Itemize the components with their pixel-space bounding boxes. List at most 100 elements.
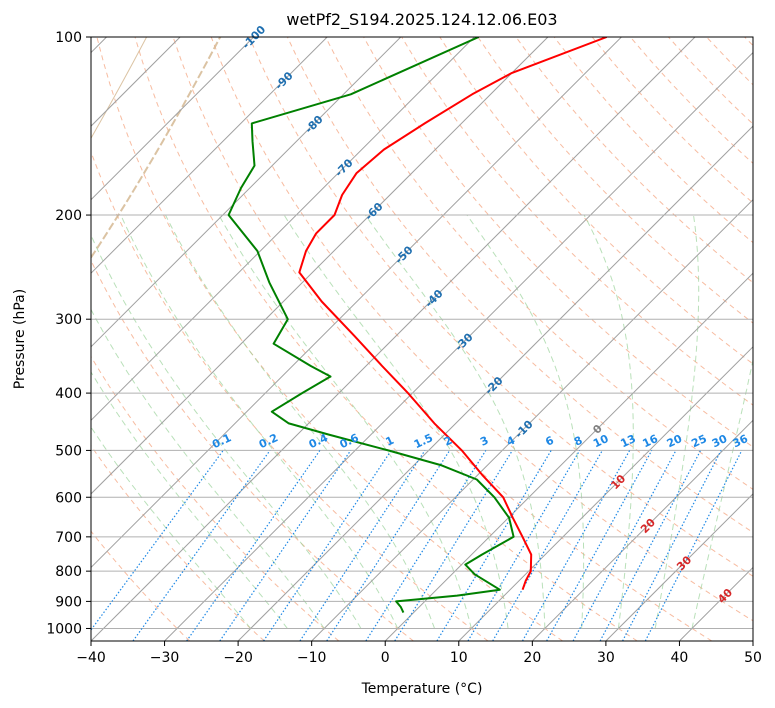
inline-line-labels: 0.1 0.2 0.4 0.6 1 1.5 2 3 4 6 8 10 13 16 20 25 30 36-100-… xyxy=(210,23,750,606)
plot-frame xyxy=(90,36,754,642)
y-tick-label: 100 xyxy=(55,30,82,46)
mixing-ratio-lines xyxy=(91,450,743,641)
mixing-ratio-label: 6 xyxy=(543,434,556,449)
x-tick-label: 30 xyxy=(597,650,615,666)
mixing-ratio-line xyxy=(326,450,451,641)
grid-lines xyxy=(91,37,753,641)
mixing-ratio-line xyxy=(394,450,513,641)
isotherm-line xyxy=(311,198,753,641)
x-tick-label: −10 xyxy=(297,650,327,666)
y-tick-label: 900 xyxy=(55,594,82,610)
dewpoint-line xyxy=(227,37,515,614)
isotherm-line xyxy=(91,37,475,422)
dry-adiabat xyxy=(591,37,753,204)
y-tick-label: 800 xyxy=(55,564,82,580)
mixing-ratio-line xyxy=(492,450,603,641)
dry-adiabat xyxy=(401,37,753,406)
isotherm-line xyxy=(605,493,753,641)
dry-adiabat xyxy=(91,150,489,641)
moist-adiabat xyxy=(120,214,399,629)
dry-adiabat xyxy=(96,37,563,641)
dry-adiabat xyxy=(668,37,753,125)
y-tick-label: 700 xyxy=(55,530,82,546)
isotherm-line xyxy=(458,346,753,641)
x-axis: −40 −30 −20 −10 0 10 20 30 40 50 xyxy=(76,641,762,666)
isotherm-line xyxy=(164,51,753,641)
mixing-ratio-line xyxy=(186,450,321,641)
mixing-ratio-label: 13 xyxy=(618,432,637,450)
isotherm-label: -80 xyxy=(302,113,325,136)
mixing-ratio-line xyxy=(622,450,722,641)
isotherm-line xyxy=(91,37,402,348)
moist-adiabat xyxy=(283,214,509,629)
dry-adiabat xyxy=(515,37,753,284)
mixing-ratio-label: 20 xyxy=(665,432,685,450)
isotherm-line xyxy=(531,419,753,641)
mixing-ratio-line xyxy=(546,450,653,641)
y-tick-label: 400 xyxy=(55,386,82,402)
mixing-ratio-line xyxy=(644,450,743,641)
y-tick-label: 300 xyxy=(55,312,82,328)
isotherm-line xyxy=(91,37,549,495)
x-tick-label: −20 xyxy=(223,650,253,666)
y-tick-label: 200 xyxy=(55,208,82,224)
dry-adiabat xyxy=(439,37,753,365)
isotherm-line xyxy=(679,566,753,641)
dry-adiabat xyxy=(91,444,265,641)
mixing-ratio-line xyxy=(91,450,224,631)
isotherm-line xyxy=(91,37,696,641)
moist-adiabat xyxy=(691,357,753,629)
dry-adiabat xyxy=(91,530,191,641)
dry-adiabat xyxy=(134,37,638,641)
isotherm-line xyxy=(384,272,753,641)
dry-adiabat xyxy=(91,259,414,641)
isotherm-line xyxy=(91,37,622,569)
reference-curve xyxy=(0,37,73,641)
mixing-ratio-label: 10 xyxy=(591,432,611,450)
moist-adiabat xyxy=(91,308,325,629)
isotherm-line xyxy=(752,640,753,641)
dry-adiabat xyxy=(553,37,753,244)
mixing-ratio-label: 1 xyxy=(384,434,396,449)
y-tick-label: 600 xyxy=(55,490,82,506)
mixing-ratio-line xyxy=(521,450,631,641)
x-tick-label: −30 xyxy=(150,650,180,666)
moist-adiabat xyxy=(91,233,362,629)
isotherm-line xyxy=(91,37,328,274)
y-tick-label: 1000 xyxy=(46,621,82,637)
mixing-ratio-label: 8 xyxy=(572,434,584,449)
x-tick-label: 10 xyxy=(450,650,468,666)
moist-adiabat xyxy=(91,426,251,629)
y-tick-label: 500 xyxy=(55,443,82,459)
reference-curve xyxy=(91,37,222,260)
mixing-ratio-line xyxy=(299,450,426,641)
temperature-line xyxy=(298,37,608,591)
mixing-ratio-label: 36 xyxy=(731,432,751,450)
x-tick-label: 40 xyxy=(671,650,689,666)
dry-adiabat xyxy=(210,37,753,622)
dry-adiabat xyxy=(706,37,753,86)
moist-adiabat xyxy=(165,214,435,629)
isotherm-line xyxy=(91,37,255,201)
y-axis-label: Pressure (hPa) xyxy=(12,289,28,389)
mixing-ratio-label: 30 xyxy=(710,432,730,450)
background-reference-lines xyxy=(0,37,753,641)
dry-adiabat xyxy=(744,37,753,47)
dry-adiabat xyxy=(91,355,340,641)
mixing-ratio-line xyxy=(263,450,392,641)
x-axis-label: Temperature (°C) xyxy=(361,681,483,697)
mixing-ratio-line xyxy=(132,450,271,641)
mixing-ratio-label: 16 xyxy=(641,432,661,450)
dry-adiabat xyxy=(172,37,713,641)
dry-adiabat xyxy=(248,37,753,577)
mixing-ratio-line xyxy=(219,450,352,641)
y-axis: 100 200 300 400 500 600 700 800 900 1000 xyxy=(46,30,91,637)
x-tick-label: 50 xyxy=(744,650,762,666)
isotherm-line xyxy=(237,125,753,641)
profile-series xyxy=(227,37,608,614)
mixing-ratio-line xyxy=(365,450,487,641)
mixing-ratio-label: 25 xyxy=(689,432,708,450)
chart-title: wetPf2_S194.2025.124.12.06.E03 xyxy=(286,10,557,30)
mixing-ratio-line xyxy=(572,450,677,641)
